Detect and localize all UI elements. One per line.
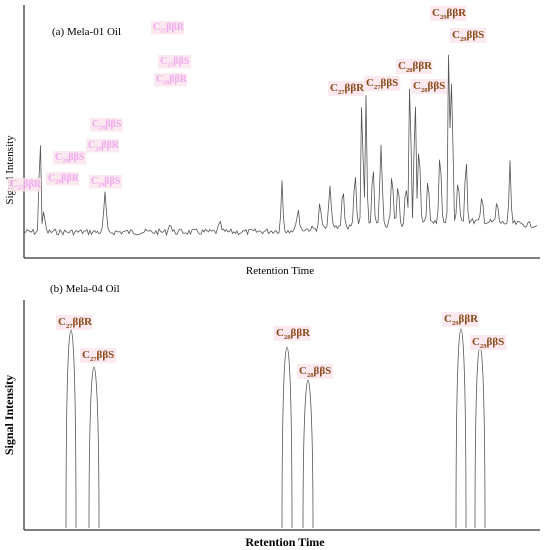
panel-a-faint-label-5-text: C29ββR	[88, 140, 120, 153]
panel-b-peak-5	[455, 328, 467, 529]
panel-b-peak-label-1-highlight	[56, 315, 93, 330]
panel-a-faint-label-6-highlight	[53, 151, 86, 165]
panel-b-peak-label-4: C28ββS	[297, 364, 334, 379]
panel-a-peak-label-1-text: C27ββR	[330, 82, 365, 96]
panel-a-peak-label-6-highlight	[450, 28, 487, 43]
panel-a-faint-label-8-text: C29ββR	[48, 173, 80, 186]
panel-a-faint-label-5-highlight	[86, 139, 119, 153]
panel-a-y-axis-label: Signal Intensity	[4, 135, 16, 205]
panel-a-faint-label-8-highlight	[46, 172, 79, 186]
panel-a-faint-label-7-highlight	[89, 175, 122, 189]
panel-b-peak-label-3-text: C28ββR	[276, 327, 311, 341]
panel-a-peak-label-3-text: C28ββR	[398, 60, 433, 74]
panel-a-x-axis-label: Retention Time	[246, 265, 314, 277]
panel-a-faint-label-9-text: C27ββR	[10, 179, 42, 192]
panel-a-faint-label-6: C29ββS	[53, 151, 86, 165]
panel-a-peak-label-2-text: C27ββS	[366, 77, 398, 91]
panel-a-peak-label-5-highlight	[430, 6, 467, 21]
panel-b-peak-label-5-highlight	[442, 312, 479, 327]
panel-b-peak-label-1: C27ββR	[56, 315, 93, 330]
panel-b-traces	[65, 328, 486, 529]
panel-b-peak-label-1-text: C27ββR	[58, 316, 93, 330]
panel-a-faint-label-1: C27ββR	[151, 21, 185, 35]
panel-b-peak-label-2: C27ββS	[80, 348, 117, 363]
panel-a-faint-label-9: C27ββR	[8, 178, 42, 192]
panel-b-peak-label-5: C29ββR	[442, 312, 479, 327]
panel-a-peak-label-5: C29ββR	[430, 6, 467, 21]
panel-b-peak-label-6-text: C29ββS	[472, 336, 504, 350]
panel-a-title: (a) Mela-01 Oil	[52, 26, 121, 38]
panel-b-peak-labels: C27ββR C27ββS C28ββR C28ββS C29ββR C29ββS	[56, 312, 507, 379]
panel-a-peak-label-4-text: C28ββS	[413, 80, 445, 94]
panel-a-faint-label-8: C29ββR	[46, 172, 80, 186]
panel-b-peak-label-4-highlight	[297, 364, 334, 379]
panel-a-peak-label-4-highlight	[411, 79, 448, 94]
panel-a-faint-label-3-highlight	[154, 73, 187, 87]
panel-a-chart: (a) Mela-01 Oil Retention Time Signal In…	[4, 5, 540, 277]
panel-b-y-axis-label: Signal Intensity	[2, 375, 16, 455]
panel-a-peak-label-1-highlight	[328, 81, 365, 96]
panel-b-peak-label-5-text: C29ββR	[444, 313, 479, 327]
panel-b-chart: (b) Mela-04 Oil Retention Time Signal In…	[2, 283, 540, 549]
panel-a-faint-label-4-highlight	[90, 118, 123, 132]
panel-b-peak-3	[281, 346, 293, 529]
panel-a-faint-label-4: C28ββS	[90, 118, 123, 132]
panel-b-x-axis-label: Retention Time	[245, 535, 325, 549]
panel-a-faint-label-1-text: C27ββR	[153, 22, 185, 35]
panel-b-peak-label-3-highlight	[274, 326, 311, 341]
panel-a-peak-label-6: C29ββS	[450, 28, 487, 43]
panel-b-peak-label-3: C28ββR	[274, 326, 311, 341]
panel-a-faint-label-9-highlight	[8, 178, 41, 192]
panel-a-peak-label-3: C28ββR	[396, 59, 433, 74]
panel-b-peak-label-4-text: C28ββS	[299, 365, 331, 379]
panel-a-faint-label-5: C29ββR	[86, 139, 120, 153]
panel-b-peak-1	[65, 329, 77, 529]
panel-a-faint-label-2: C27ββS	[158, 55, 191, 69]
panel-a-peak-label-2-highlight	[364, 76, 401, 91]
panel-a-peak-label-4: C28ββS	[411, 79, 448, 94]
panel-a-trace	[23, 54, 538, 237]
panel-b-peak-2	[88, 366, 100, 529]
panel-a-faint-label-2-highlight	[158, 55, 191, 69]
panel-a-peak-label-3-highlight	[396, 59, 433, 74]
panel-a-faint-label-2-text: C27ββS	[160, 56, 190, 69]
panel-a-faint-label-1-highlight	[151, 21, 184, 35]
panel-a-faint-labels: C27ββRC27ββSC28ββRC28ββSC29ββRC29ββSC29β…	[8, 21, 191, 192]
panel-b-peak-label-2-text: C27ββS	[82, 349, 114, 363]
panel-a-faint-label-7: C29ββS	[89, 175, 122, 189]
panel-b-peak-label-6: C29ββS	[470, 335, 507, 350]
panel-b-peak-label-6-highlight	[470, 335, 507, 350]
panel-a-peak-label-6-text: C29ββS	[452, 29, 484, 43]
panel-a-faint-label-4-text: C28ββS	[92, 119, 122, 132]
panel-a-faint-label-3: C28ββR	[154, 73, 188, 87]
panel-b-title: (b) Mela-04 Oil	[50, 283, 120, 295]
panel-b-peak-label-2-highlight	[80, 348, 117, 363]
panel-a-peak-label-1: C27ββR	[328, 81, 365, 96]
panel-b-peak-6	[474, 345, 486, 529]
panel-a-faint-label-3-text: C28ββR	[156, 74, 188, 87]
panel-a-peak-label-5-text: C29ββR	[432, 7, 467, 21]
panel-a-peak-label-2: C27ββS	[364, 76, 401, 91]
panel-b-peak-4	[302, 379, 314, 529]
panel-a-faint-label-6-text: C29ββS	[55, 152, 85, 165]
panel-a-faint-label-7-text: C29ββS	[91, 176, 121, 189]
